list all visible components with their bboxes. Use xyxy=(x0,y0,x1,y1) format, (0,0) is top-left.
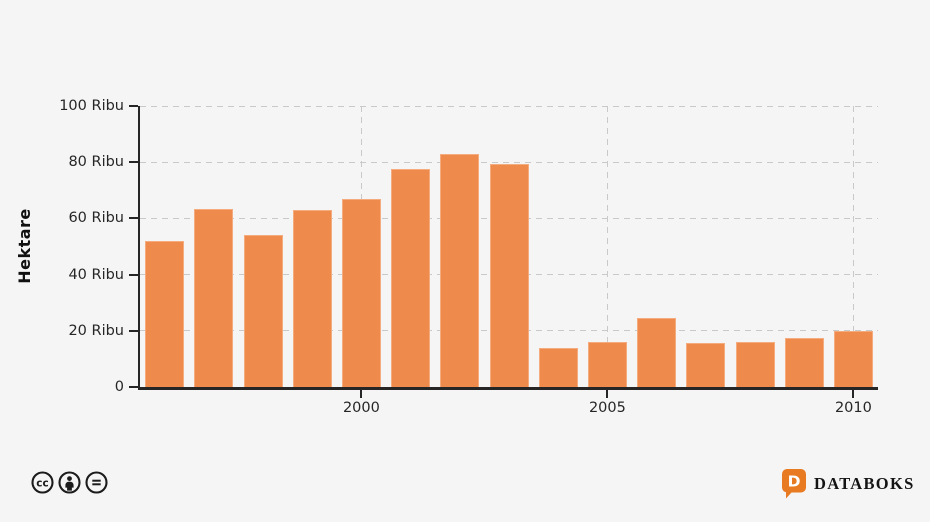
x-tick-label-2000: 2000 xyxy=(342,400,380,416)
bar-2002[interactable] xyxy=(440,153,480,387)
bar-2008[interactable] xyxy=(735,342,775,387)
y-tick-0 xyxy=(129,386,138,388)
bar-2000[interactable] xyxy=(341,198,381,387)
bar-2009[interactable] xyxy=(784,337,824,387)
gridline-y-100 xyxy=(140,105,878,107)
y-tick-40 xyxy=(129,273,138,276)
y-tick-label-0: 0 xyxy=(114,379,124,395)
x-axis-line xyxy=(138,387,878,390)
bar-2010[interactable] xyxy=(833,330,873,387)
y-tick-20 xyxy=(129,329,138,332)
gridline-x-2005 xyxy=(606,106,608,387)
bar-2003[interactable] xyxy=(489,163,529,387)
y-tick-100 xyxy=(129,105,138,107)
y-tick-60 xyxy=(129,217,138,220)
bar-2007[interactable] xyxy=(686,343,726,387)
databoks-wordmark: DATABOKS xyxy=(814,474,915,493)
x-tick-label-2010: 2010 xyxy=(834,400,872,416)
bar-2005[interactable] xyxy=(587,342,627,387)
y-tick-label-80: 80 Ribu xyxy=(68,154,124,171)
gridline-y-80 xyxy=(140,161,878,163)
databoks-logo[interactable]: D DATABOKS xyxy=(782,469,915,499)
y-tick-80 xyxy=(129,161,138,164)
x-tick-2005 xyxy=(606,390,609,398)
bar-2001[interactable] xyxy=(391,169,431,387)
y-tick-label-100: 100 Ribu xyxy=(59,98,124,114)
cc-by-icon[interactable] xyxy=(58,471,81,494)
y-tick-label-60: 60 Ribu xyxy=(68,210,124,227)
equals-bar-bottom xyxy=(92,483,101,486)
bar-2004[interactable] xyxy=(538,347,578,387)
bar-chart: Hektare 100 Ribu 80 Ribu 60 Ribu 40 Ribu 20 … xyxy=(15,98,878,416)
y-axis-title: Hektare xyxy=(15,208,34,284)
y-tick-label-20: 20 Ribu xyxy=(68,322,124,339)
x-tick-2000 xyxy=(360,390,363,398)
person-head-shape xyxy=(67,476,72,481)
gridline-x-2010 xyxy=(852,106,854,387)
cc-nd-icon[interactable] xyxy=(85,471,108,494)
bar-2006[interactable] xyxy=(637,318,677,387)
x-tick-2010 xyxy=(852,390,855,398)
bar-1999[interactable] xyxy=(292,209,332,387)
person-body-shape xyxy=(65,481,74,491)
equals-bar-top xyxy=(92,479,101,482)
bar-1996[interactable] xyxy=(145,240,185,387)
license-badges[interactable]: cc xyxy=(31,471,108,494)
cc-glyph-text: cc xyxy=(36,477,48,489)
x-tick-label-2005: 2005 xyxy=(588,400,626,416)
bar-1998[interactable] xyxy=(243,235,283,387)
databoks-d-icon: D xyxy=(782,469,806,499)
y-axis-line xyxy=(138,106,140,390)
bar-1997[interactable] xyxy=(194,208,234,387)
y-tick-label-40: 40 Ribu xyxy=(68,266,124,283)
svg-text:D: D xyxy=(788,473,801,491)
cc-icon[interactable]: cc xyxy=(31,471,54,494)
